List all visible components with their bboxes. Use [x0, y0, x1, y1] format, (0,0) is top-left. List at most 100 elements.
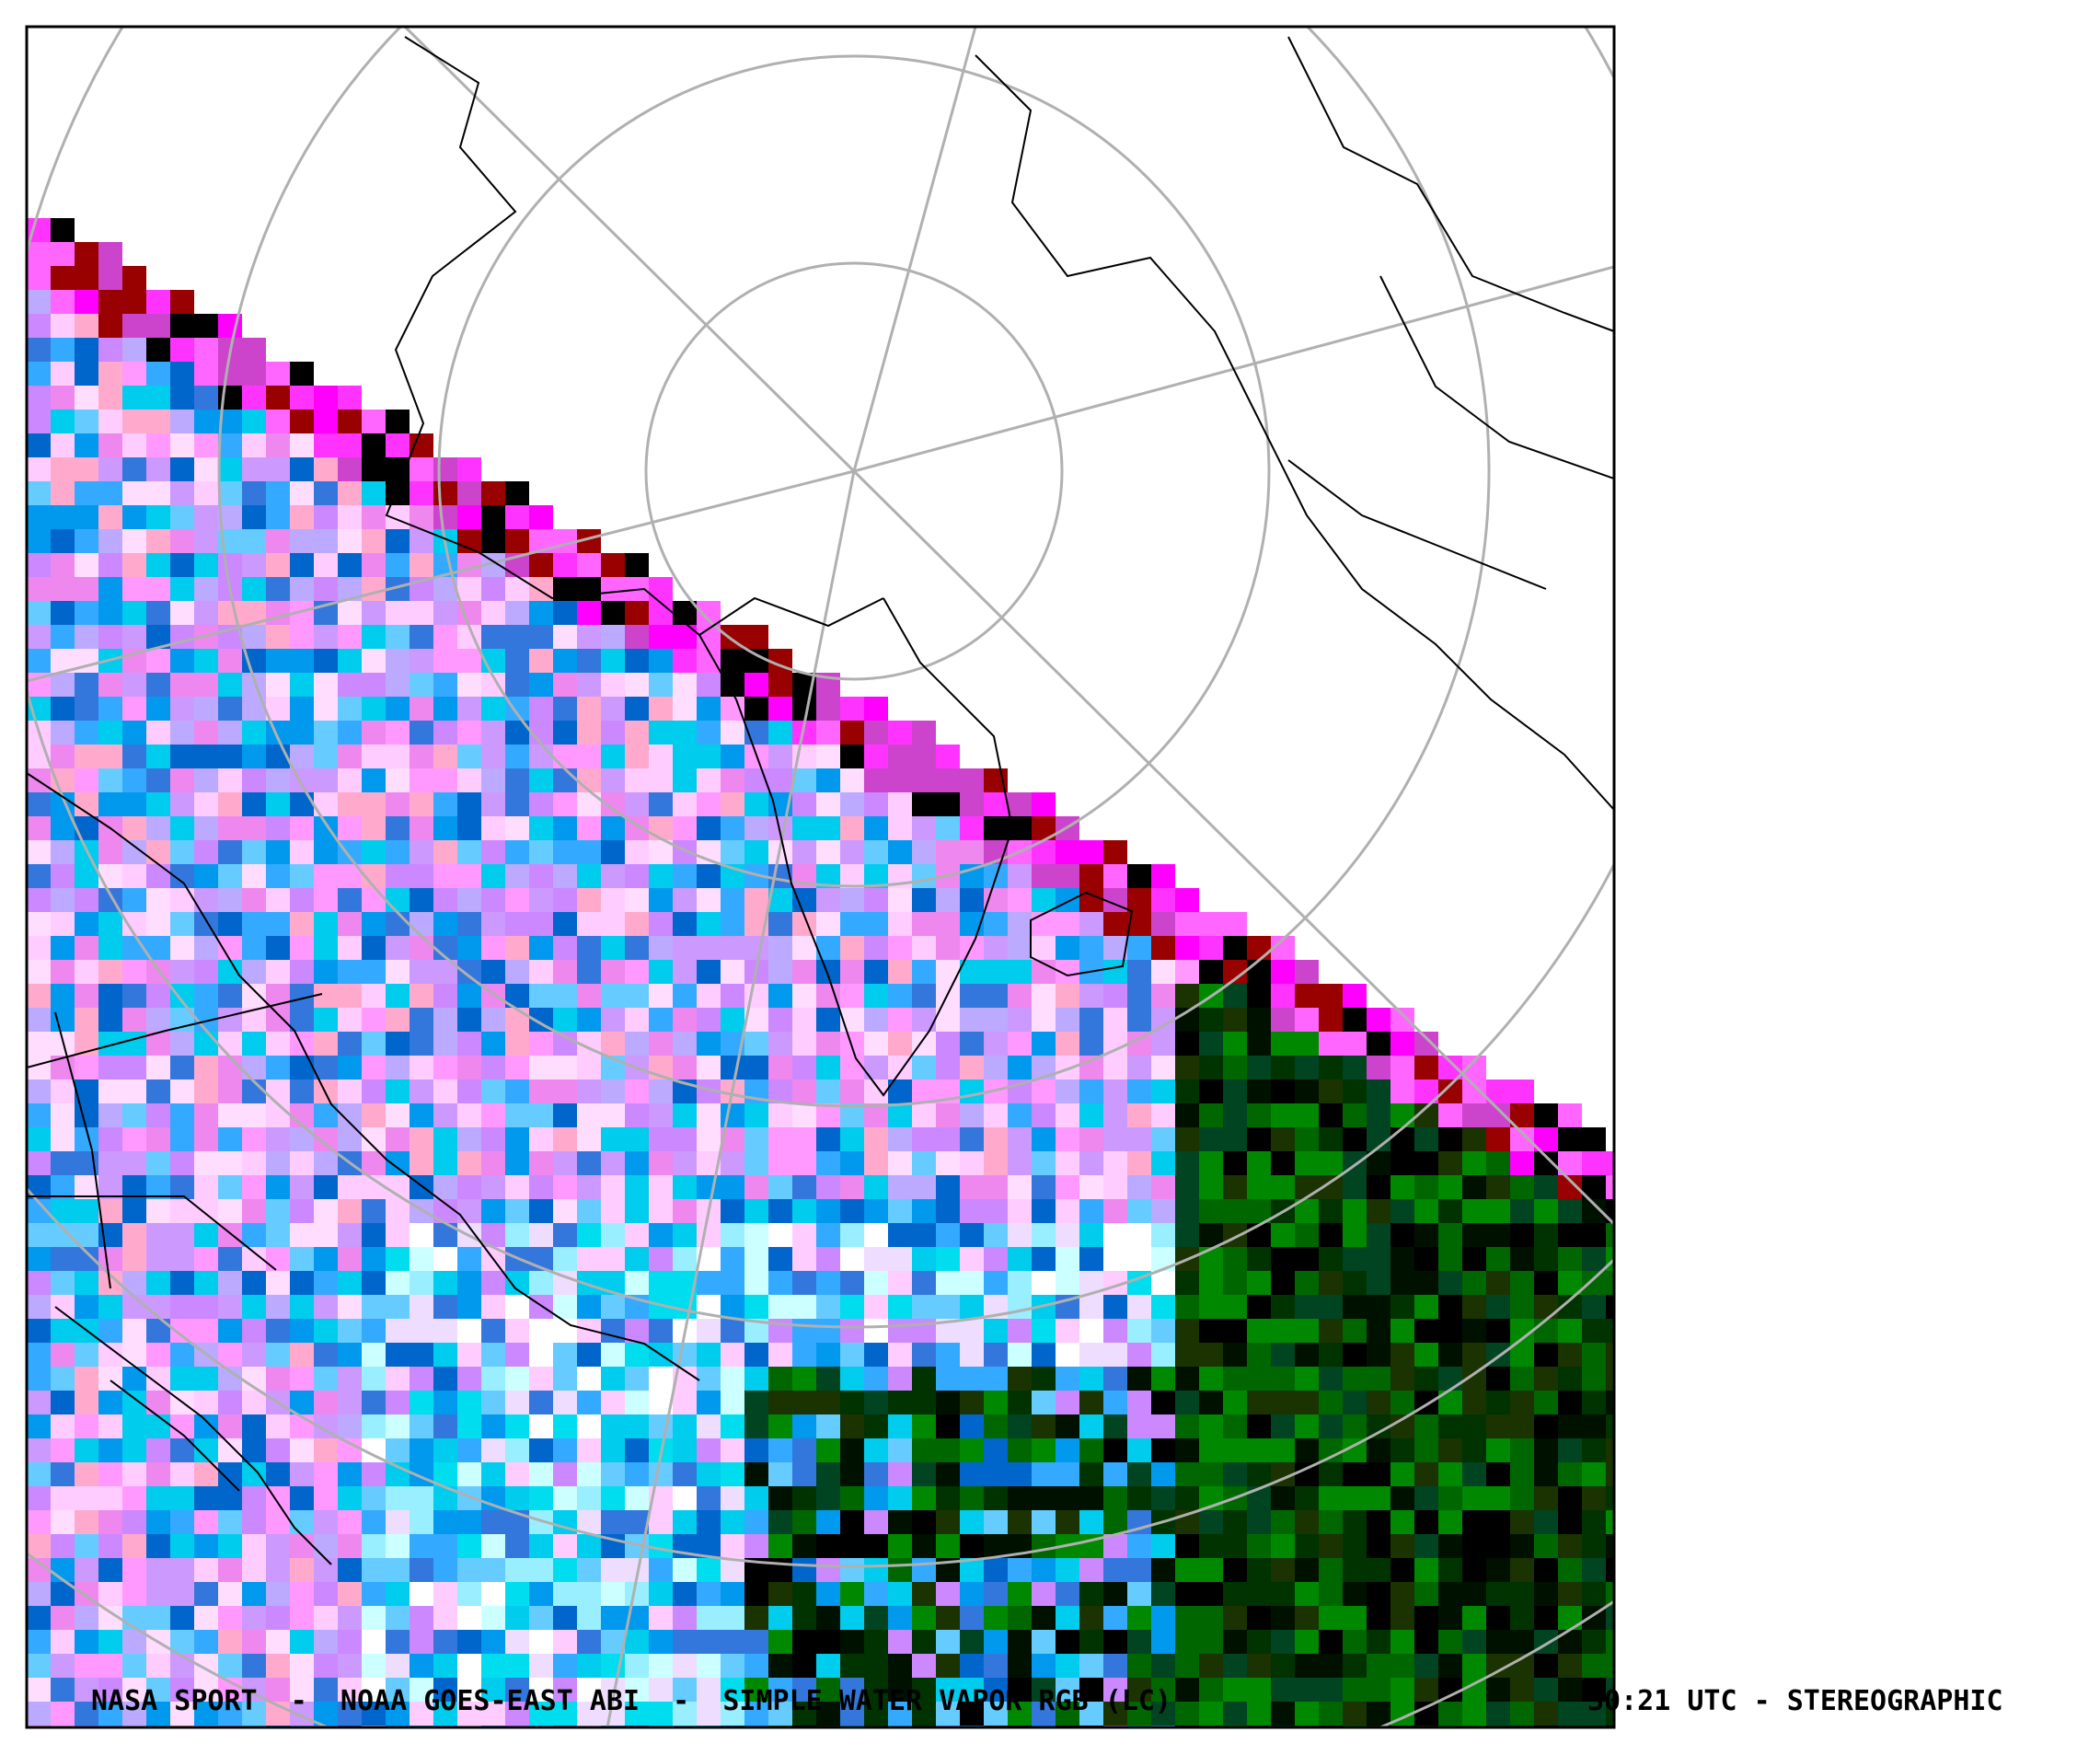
pixel-block [792, 1175, 816, 1199]
pixel-block [840, 1247, 864, 1271]
pixel-block [1151, 1127, 1175, 1151]
pixel-block [314, 481, 338, 505]
pixel-block [1534, 1510, 1558, 1534]
pixel-block [840, 1486, 864, 1510]
pixel-block [194, 1678, 218, 1702]
pixel-block [1367, 1080, 1390, 1103]
pixel-block [601, 1008, 625, 1032]
pixel-block [553, 601, 577, 625]
pixel-block [1223, 1630, 1247, 1654]
pixel-block [1127, 1223, 1151, 1247]
pixel-block [1175, 1199, 1199, 1223]
pixel-block [27, 1486, 51, 1510]
pixel-block [840, 936, 864, 960]
pixel-block [936, 1654, 960, 1678]
pixel-block [1486, 1247, 1510, 1271]
pixel-block [984, 1319, 1008, 1343]
pixel-block [266, 1654, 290, 1678]
pixel-block [984, 1414, 1008, 1438]
pixel-block [768, 1223, 792, 1247]
pixel-block [75, 960, 98, 984]
pixel-block [27, 912, 51, 936]
pixel-block [122, 888, 146, 912]
pixel-block [122, 1223, 146, 1247]
pixel-block [1079, 984, 1103, 1008]
pixel-block [768, 1295, 792, 1319]
pixel-block [1486, 1678, 1510, 1702]
pixel-block [1032, 1726, 1056, 1727]
pixel-block [457, 1103, 481, 1127]
pixel-block [936, 1343, 960, 1367]
pixel-block [1462, 1606, 1486, 1630]
pixel-block [577, 1343, 601, 1367]
pixel-block [1008, 960, 1032, 984]
pixel-block [457, 816, 481, 840]
pixel-block [1558, 1271, 1582, 1295]
pixel-block [314, 625, 338, 649]
pixel-block [27, 1271, 51, 1295]
pixel-block [170, 1582, 194, 1606]
pixel-block [625, 1630, 649, 1654]
pixel-block [960, 1343, 984, 1367]
pixel-block [816, 1199, 840, 1223]
pixel-block [98, 290, 122, 314]
pixel-block [529, 553, 553, 577]
pixel-block [625, 984, 649, 1008]
pixel-block [1271, 1678, 1295, 1702]
pixel-block [673, 625, 697, 649]
pixel-block [27, 1127, 51, 1151]
pixel-block [816, 1247, 840, 1271]
pixel-block [912, 1223, 936, 1247]
pixel-block [649, 1080, 673, 1103]
pixel-block [1175, 936, 1199, 960]
pixel-block [673, 1008, 697, 1032]
pixel-block [146, 1654, 170, 1678]
pixel-block [840, 1199, 864, 1223]
pixel-block [194, 673, 218, 697]
pixel-block [98, 960, 122, 984]
pixel-block [122, 1247, 146, 1271]
pixel-block [362, 1223, 386, 1247]
pixel-block [960, 1295, 984, 1319]
pixel-block [888, 1558, 912, 1582]
pixel-block [721, 1151, 744, 1175]
pixel-block [1008, 1008, 1032, 1032]
pixel-block [314, 936, 338, 960]
pixel-block [338, 1391, 362, 1414]
pixel-block [194, 338, 218, 362]
pixel-block [744, 1486, 768, 1510]
pixel-block [194, 553, 218, 577]
pixel-block [888, 1606, 912, 1630]
pixel-block [481, 1510, 505, 1534]
pixel-block [194, 912, 218, 936]
pixel-block [51, 1271, 75, 1295]
pixel-block [816, 888, 840, 912]
pixel-block [625, 1127, 649, 1151]
pixel-block [721, 912, 744, 936]
pixel-block [1199, 1558, 1223, 1582]
meridian [852, 27, 977, 472]
pixel-block [362, 1271, 386, 1295]
pixel-block [27, 1391, 51, 1414]
pixel-block [1175, 984, 1199, 1008]
pixel-block [1247, 960, 1271, 984]
pixel-block [1390, 1295, 1414, 1319]
pixel-block [1032, 1127, 1056, 1151]
pixel-block [1032, 1271, 1056, 1295]
pixel-block [553, 721, 577, 745]
pixel-block [1175, 1462, 1199, 1486]
pixel-block [1319, 1462, 1343, 1486]
pixel-block [912, 1175, 936, 1199]
pixel-block [362, 1678, 386, 1702]
pixel-block [242, 1726, 266, 1727]
pixel-block [218, 816, 242, 840]
pixel-block [1127, 1127, 1151, 1151]
pixel-block [27, 1582, 51, 1606]
pixel-block [1390, 1558, 1414, 1582]
pixel-block [433, 649, 457, 673]
pixel-block [146, 362, 170, 386]
pixel-block [553, 1343, 577, 1367]
pixel-block [816, 1654, 840, 1678]
pixel-block [888, 912, 912, 936]
pixel-block [98, 912, 122, 936]
